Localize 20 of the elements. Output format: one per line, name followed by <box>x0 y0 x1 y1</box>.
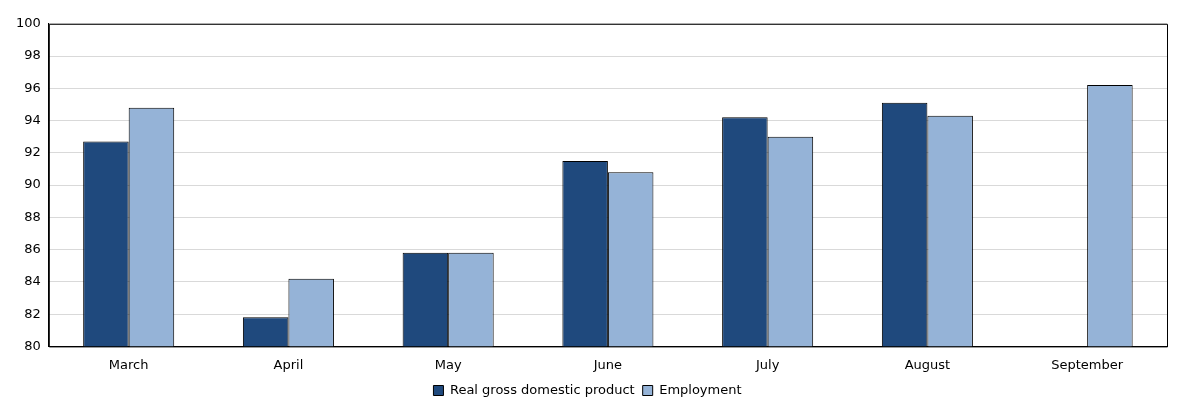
x-tick-label: April <box>273 356 304 372</box>
x-tick-label: September <box>1051 356 1124 372</box>
y-tick-label: 86 <box>24 240 41 256</box>
y-tick-label: 100 <box>15 15 41 31</box>
y-tick-label: 88 <box>24 208 41 224</box>
legend-label: Real gross domestic product <box>449 381 635 397</box>
y-tick-label: 82 <box>24 305 41 321</box>
x-tick-label: July <box>754 356 780 372</box>
y-tick-label: 84 <box>24 273 41 289</box>
y-tick-label: 98 <box>24 47 41 63</box>
y-tick-label: 96 <box>24 79 41 95</box>
y-tick-label: 92 <box>24 144 41 160</box>
x-tick-label: March <box>108 356 149 372</box>
x-tick-label: June <box>592 356 623 372</box>
y-tick-label: 94 <box>24 111 41 127</box>
x-tick-label: August <box>904 356 951 372</box>
legend-label: Employment <box>659 381 742 397</box>
x-tick-label: May <box>434 356 462 372</box>
y-tick-label: 80 <box>24 337 41 353</box>
y-tick-label: 90 <box>24 176 41 192</box>
